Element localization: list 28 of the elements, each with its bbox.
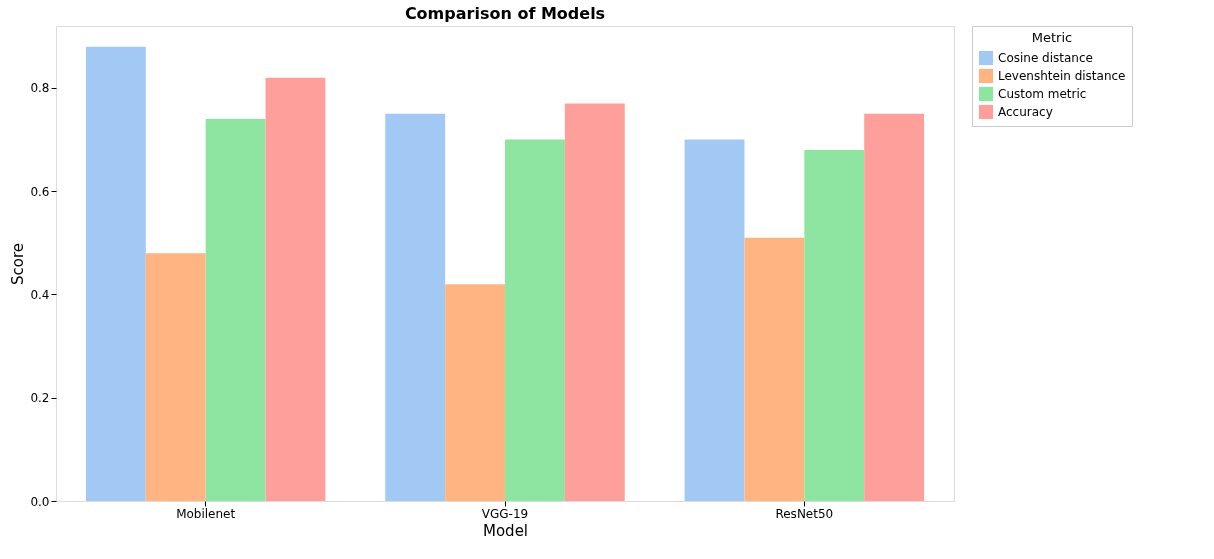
legend-label: Levenshtein distance — [998, 69, 1126, 83]
legend-label: Cosine distance — [998, 51, 1093, 65]
y-tick-label: 0.8 — [30, 81, 50, 96]
legend-title: Metric — [1031, 30, 1073, 45]
bar — [564, 103, 625, 501]
bar — [445, 284, 505, 501]
y-tick-label: 0.2 — [30, 391, 50, 406]
legend-label: Custom metric — [998, 87, 1087, 101]
bar — [265, 77, 326, 501]
bar — [864, 113, 925, 501]
bar — [85, 46, 146, 501]
bar — [505, 139, 565, 501]
bar — [684, 139, 745, 501]
y-axis-title: Score — [9, 242, 28, 286]
x-tick-label: VGG-19 — [481, 506, 529, 521]
y-tick-label: 0.6 — [30, 184, 50, 199]
y-tick-label: 0.0 — [30, 494, 50, 509]
bar — [385, 113, 446, 501]
bar — [205, 118, 266, 501]
legend-label: Accuracy — [998, 105, 1053, 119]
x-axis-title: Model — [482, 521, 529, 540]
bar — [804, 149, 865, 501]
bar — [744, 237, 805, 501]
x-tick-label: Mobilenet — [176, 506, 236, 521]
chart-title: Comparison of Models — [404, 3, 606, 23]
bar — [145, 253, 206, 501]
x-tick-label: ResNet50 — [775, 506, 834, 521]
y-tick-label: 0.4 — [30, 287, 50, 302]
